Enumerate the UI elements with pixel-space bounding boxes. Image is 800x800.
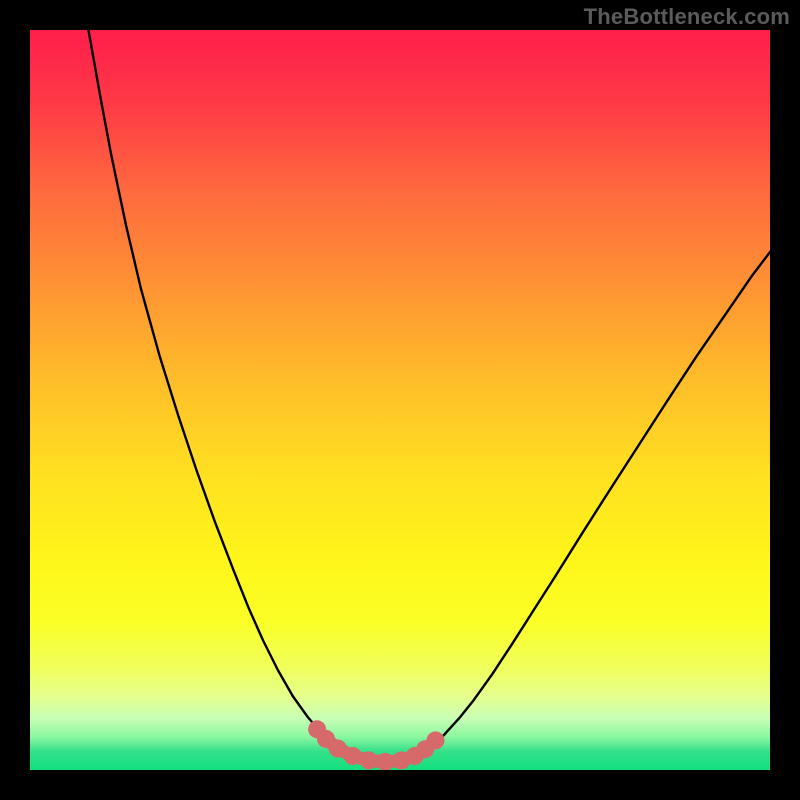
chart-background	[30, 30, 770, 770]
valley-highlight-dot	[427, 731, 445, 749]
valley-highlight-dot	[344, 747, 362, 765]
chart-area	[30, 30, 770, 770]
valley-highlight-dot	[360, 751, 378, 769]
watermark-text: TheBottleneck.com	[584, 4, 790, 30]
bottleneck-curve-chart	[30, 30, 770, 770]
